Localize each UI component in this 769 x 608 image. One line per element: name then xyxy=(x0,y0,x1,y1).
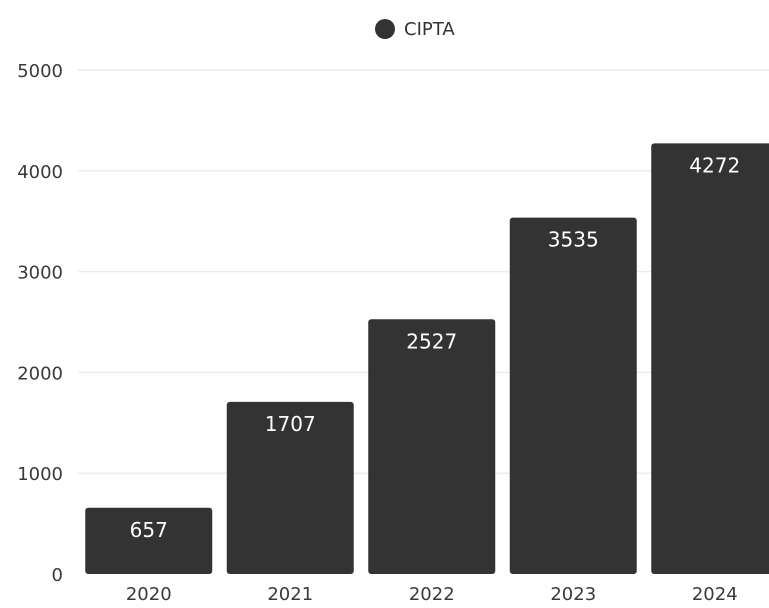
legend-label-cipta: CIPTA xyxy=(404,19,455,40)
x-tick-label: 2024 xyxy=(692,584,738,605)
bar-2020 xyxy=(85,507,213,574)
y-tick-label: 0 xyxy=(52,565,63,586)
bar-data-label: 657 xyxy=(130,518,168,542)
bar-data-label: 4272 xyxy=(689,153,740,177)
bar-2021 xyxy=(226,401,354,574)
x-tick-label: 2022 xyxy=(409,584,455,605)
bar-2024 xyxy=(651,143,769,574)
bar-data-label: 2527 xyxy=(406,329,457,353)
legend-marker xyxy=(375,19,395,39)
bars: 657 1707 2527 3535 4272 xyxy=(85,143,769,574)
y-tick-label: 4000 xyxy=(17,162,63,183)
y-axis: 0 1000 2000 3000 4000 5000 xyxy=(17,61,63,586)
x-tick-label: 2020 xyxy=(126,584,172,605)
y-tick-label: 3000 xyxy=(17,263,63,284)
x-tick-label: 2023 xyxy=(550,584,596,605)
bar-data-label: 1707 xyxy=(265,412,316,436)
bar-2022 xyxy=(368,319,496,574)
y-tick-label: 1000 xyxy=(17,464,63,485)
legend: CIPTA xyxy=(375,19,455,40)
y-tick-label: 2000 xyxy=(17,363,63,384)
x-tick-label: 2021 xyxy=(267,584,313,605)
bar-2023 xyxy=(509,217,637,574)
y-tick-label: 5000 xyxy=(17,61,63,82)
bar-data-label: 3535 xyxy=(548,228,599,252)
x-axis: 2020 2021 2022 2023 2024 xyxy=(126,584,738,605)
